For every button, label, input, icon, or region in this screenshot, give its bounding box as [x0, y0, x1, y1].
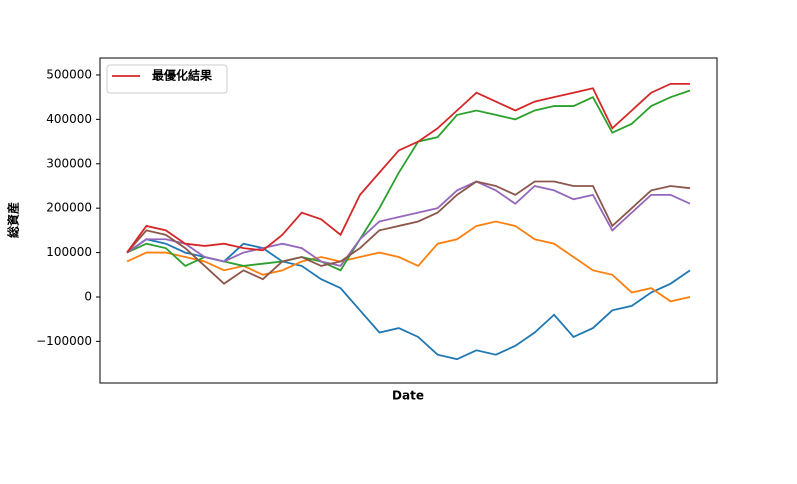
y-tick-label: 200000 — [46, 201, 92, 215]
legend-box — [106, 64, 228, 94]
series-line — [126, 89, 691, 272]
x-axis-label: Date — [392, 389, 424, 403]
series-line — [126, 238, 691, 361]
y-tick-label: 300000 — [46, 156, 92, 170]
y-tick-label: 100000 — [46, 245, 92, 259]
series-line — [126, 82, 690, 254]
series-line — [126, 180, 691, 267]
y-axis-label: 総資産 — [6, 202, 21, 238]
y-tick-label: 500000 — [46, 67, 92, 81]
y-tick-label: 400000 — [46, 112, 92, 126]
series-line — [126, 220, 691, 303]
series-line — [126, 180, 691, 285]
y-tick-label: −100000 — [36, 334, 92, 348]
y-tick-label: 0 — [84, 289, 92, 303]
legend-label: 最優化結果 — [152, 68, 212, 83]
plot-area — [99, 57, 718, 384]
